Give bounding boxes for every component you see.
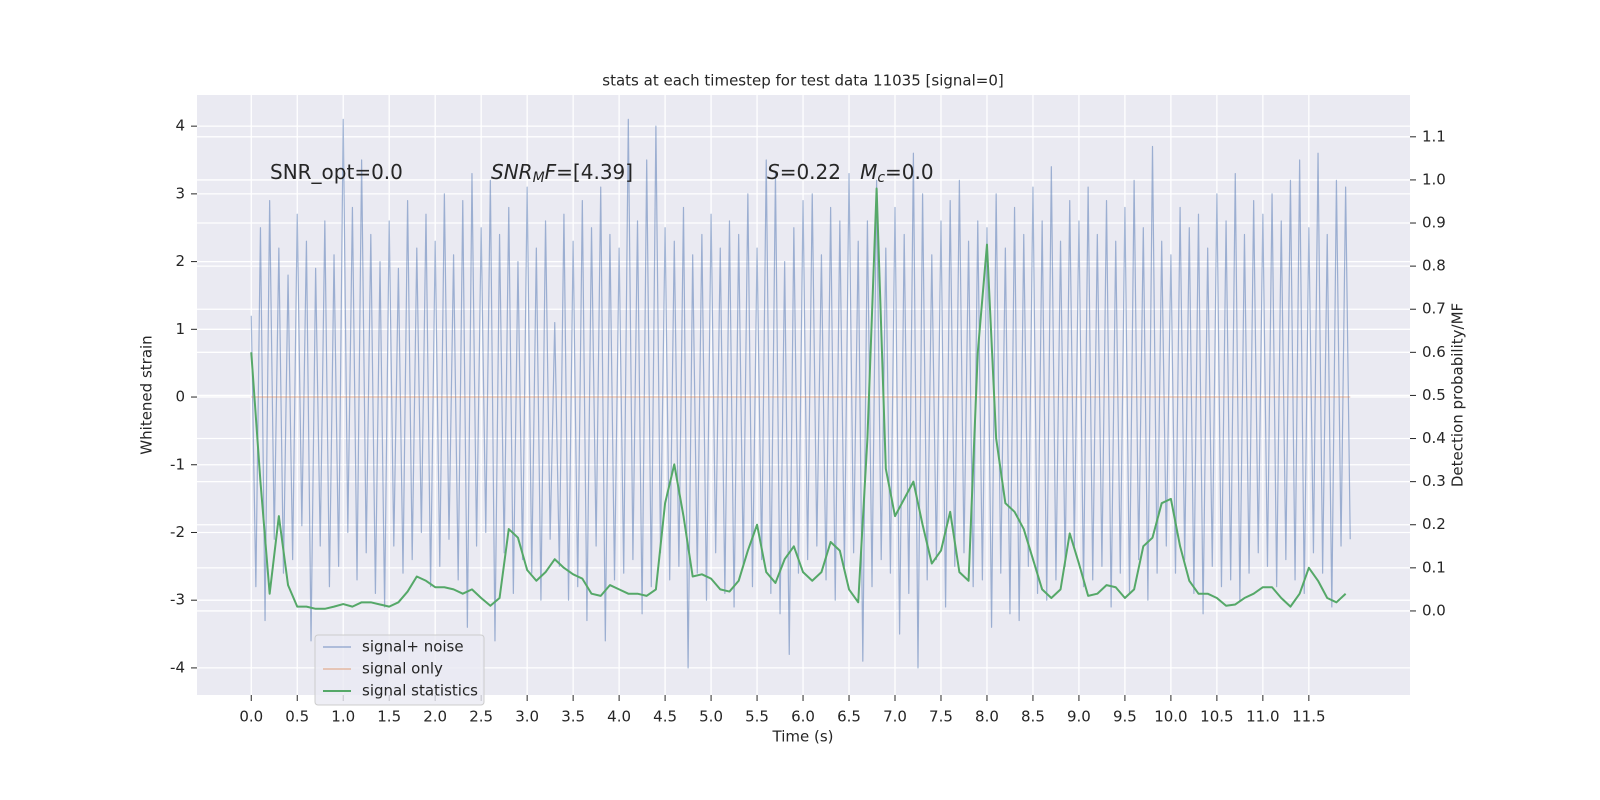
y2-tick-label: 0.9	[1422, 214, 1446, 232]
y-tick-label: 4	[175, 117, 185, 135]
y-tick-label: -4	[170, 658, 185, 676]
annotation: SNRMF=[4.39]	[491, 160, 633, 187]
annotation-part: SNR	[491, 160, 533, 184]
y-tick-label: -2	[170, 523, 185, 541]
series-line	[250, 187, 1347, 610]
legend-label: signal only	[362, 660, 443, 678]
legend-box	[314, 634, 485, 706]
x-tick-label: 8.0	[975, 708, 999, 726]
y2-tick-label: 0.0	[1422, 601, 1446, 619]
annotation-part: S	[767, 160, 780, 184]
x-tick-label: 6.5	[837, 708, 861, 726]
annotation-part: M	[533, 170, 545, 186]
x-tick-label: 9.5	[1113, 708, 1137, 726]
x-tick-label: 11.5	[1292, 708, 1325, 726]
annotation-part: c	[877, 170, 885, 186]
x-tick-label: 3.0	[515, 708, 539, 726]
annotation: SNR_opt=0.0	[270, 160, 403, 184]
y2-tick-label: 1.0	[1422, 170, 1446, 188]
y-tick-label: 2	[175, 252, 185, 270]
legend: signal+ noise signal only signal statistic…	[314, 634, 485, 706]
x-tick-label: 6.0	[791, 708, 815, 726]
x-tick-label: 4.5	[653, 708, 677, 726]
x-tick-label: 10.5	[1200, 708, 1233, 726]
x-tick-label: 7.5	[929, 708, 953, 726]
annotation-part: =0.22	[780, 160, 860, 184]
legend-label: signal statistics	[362, 682, 478, 700]
y2-tick-label: 0.2	[1422, 515, 1446, 533]
annotation-part: =[4.39]	[556, 160, 633, 184]
y2-tick-label: 0.3	[1422, 472, 1446, 490]
y2-tick-label: 0.7	[1422, 300, 1446, 318]
x-tick-label: 1.0	[331, 708, 355, 726]
y-axis-label: Whitened strain	[138, 335, 156, 454]
y2-tick-label: 0.6	[1422, 343, 1446, 361]
legend-label: signal+ noise	[362, 638, 464, 656]
y2-tick-label: 0.8	[1422, 257, 1446, 275]
y2-tick-label: 1.1	[1422, 127, 1446, 145]
x-tick-label: 10.0	[1154, 708, 1187, 726]
y2-tick-label: 0.1	[1422, 558, 1446, 576]
x-tick-label: 0.5	[285, 708, 309, 726]
series-line	[250, 118, 1351, 669]
x-tick-label: 0.0	[239, 708, 263, 726]
annotation-part: F	[545, 160, 557, 184]
y2-tick-label: 0.5	[1422, 386, 1446, 404]
x-tick-label: 3.5	[561, 708, 585, 726]
y2-tick-label: 0.4	[1422, 429, 1446, 447]
y-tick-label: 1	[175, 320, 185, 338]
x-tick-label: 4.0	[607, 708, 631, 726]
annotation: S=0.22 Mc=0.0	[767, 160, 934, 187]
x-axis-label: Time (s)	[772, 728, 834, 746]
x-tick-label: 11.0	[1246, 708, 1279, 726]
y2-axis-label: Detection probability/MF	[1449, 303, 1467, 487]
x-tick-label: 2.0	[423, 708, 447, 726]
x-tick-label: 7.0	[883, 708, 907, 726]
annotation-part: =0.0	[885, 160, 934, 184]
annotation-part: SNR_opt=0.0	[270, 160, 403, 184]
annotation-part: M	[860, 160, 877, 184]
x-tick-label: 5.5	[745, 708, 769, 726]
chart-title: stats at each timestep for test data 110…	[602, 72, 1003, 90]
y-tick-label: 3	[175, 184, 185, 202]
y-tick-label: -1	[170, 455, 185, 473]
y-tick-label: 0	[175, 388, 185, 406]
x-tick-label: 2.5	[469, 708, 493, 726]
x-tick-label: 1.5	[377, 708, 401, 726]
x-tick-label: 8.5	[1021, 708, 1045, 726]
y-tick-label: -3	[170, 591, 185, 609]
x-tick-label: 9.0	[1067, 708, 1091, 726]
x-tick-label: 5.0	[699, 708, 723, 726]
